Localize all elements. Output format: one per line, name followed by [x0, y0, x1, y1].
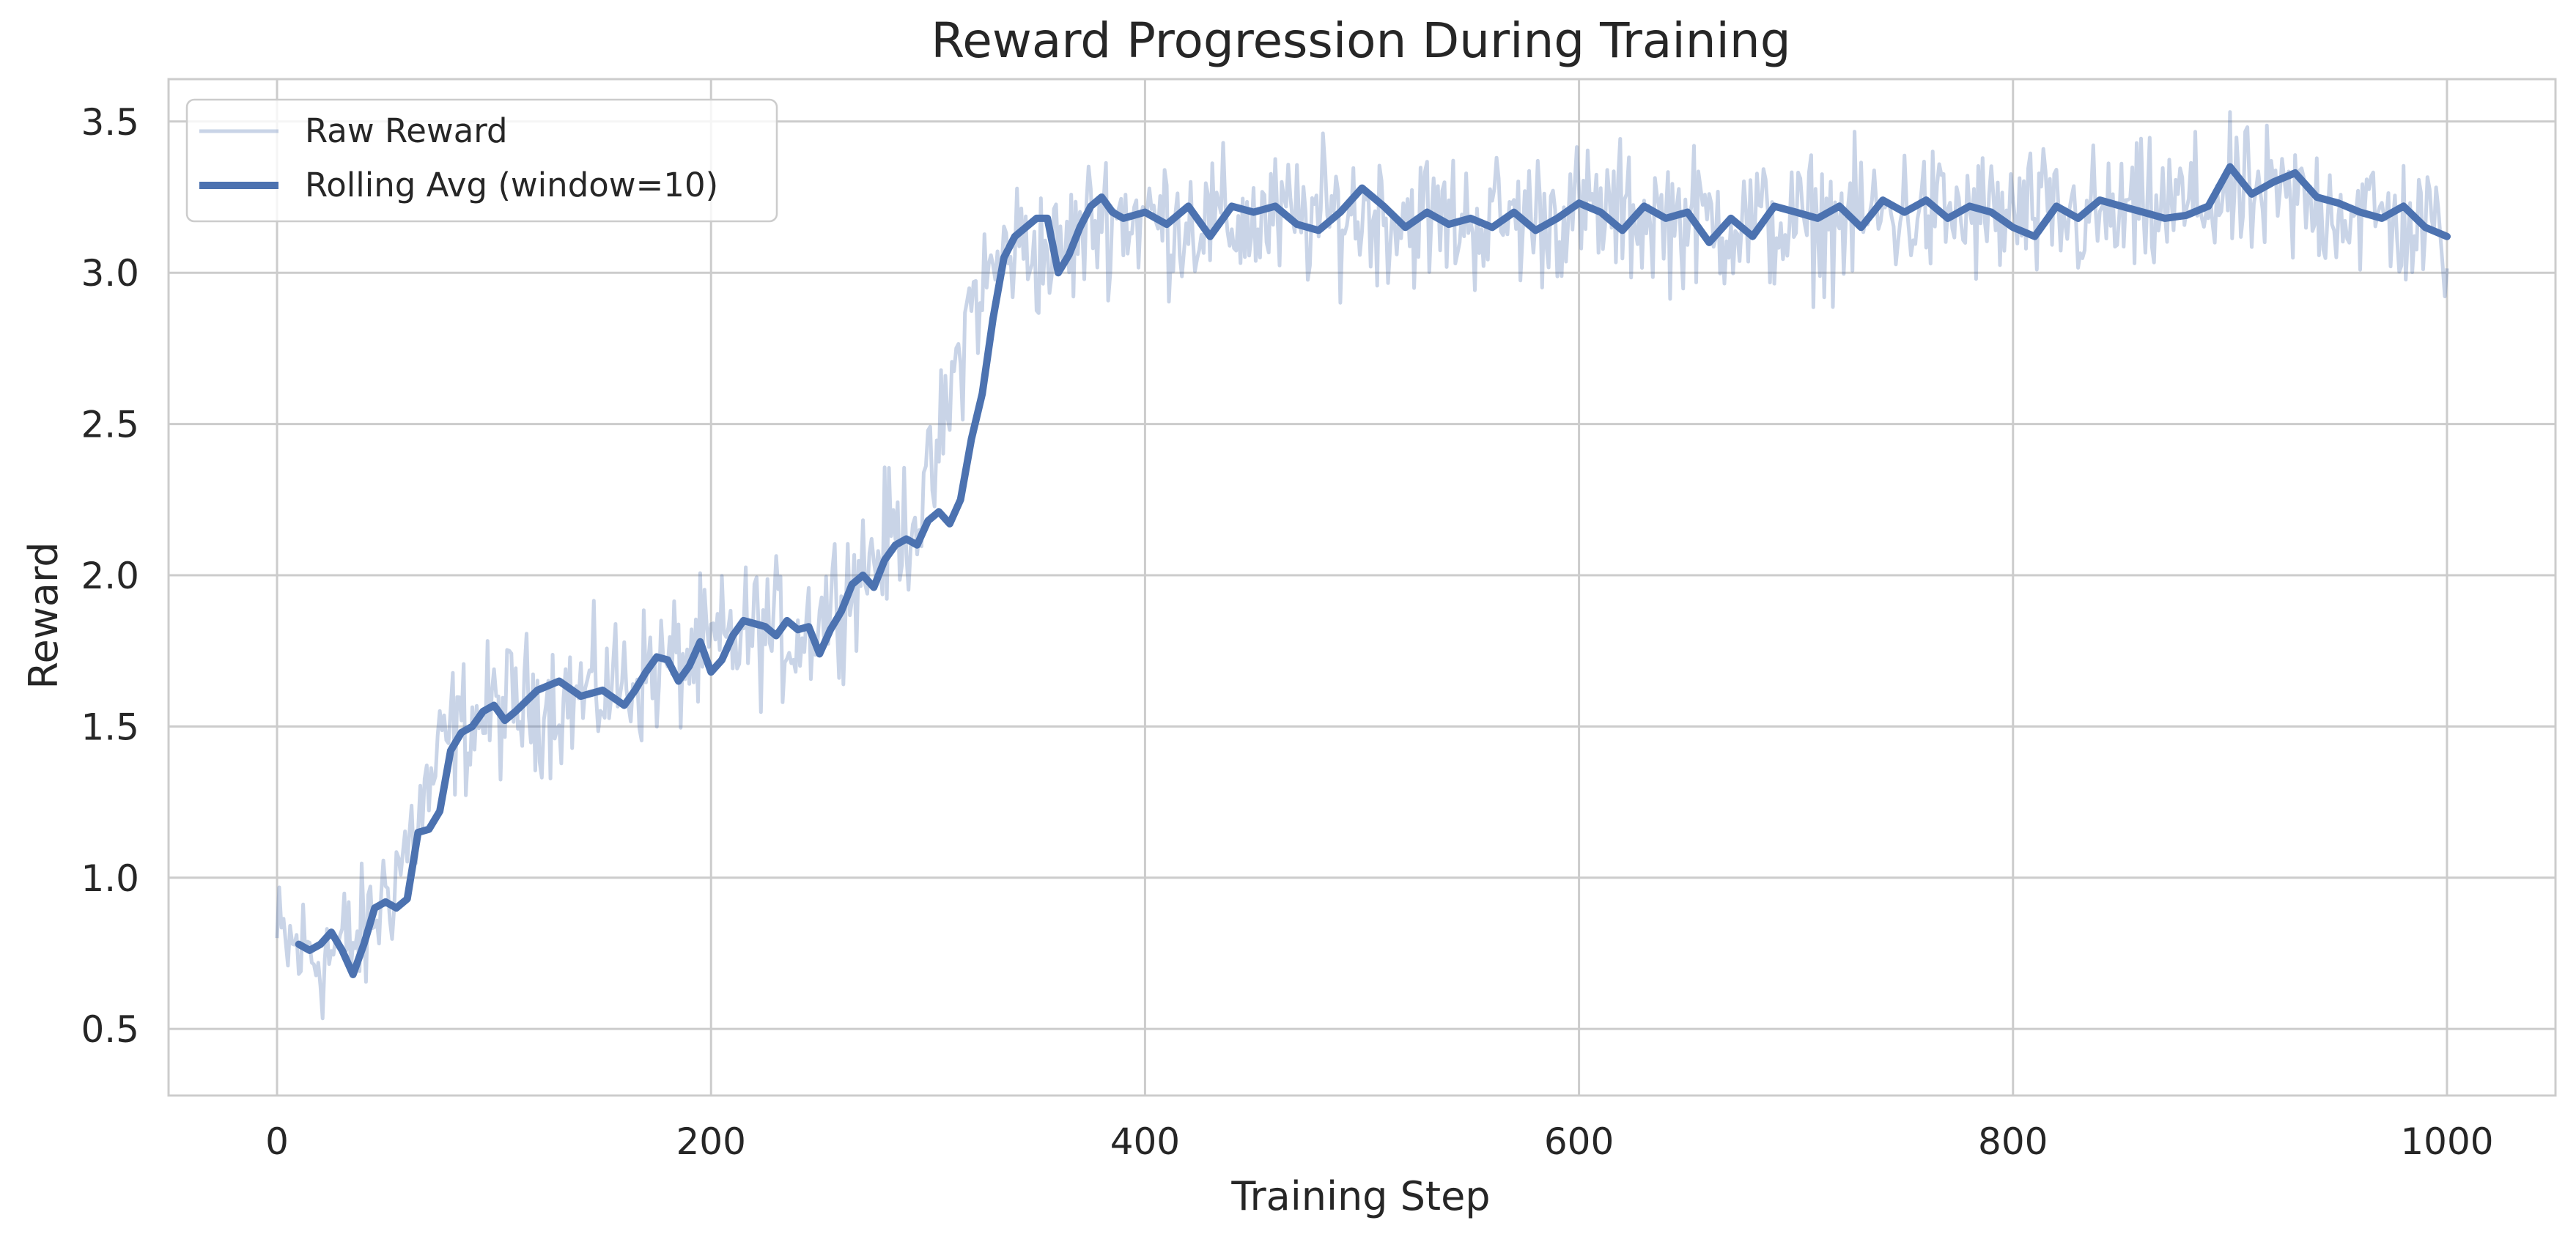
raw-reward-series — [275, 110, 2449, 1021]
x-tick-label: 0 — [265, 1120, 289, 1163]
y-tick-label: 2.5 — [81, 404, 139, 446]
x-tick-label: 400 — [1110, 1120, 1180, 1163]
x-tick-labels: 0 200 400 600 800 1000 — [265, 1120, 2493, 1163]
legend-box — [185, 98, 778, 223]
rolling-avg-series — [295, 163, 2451, 978]
x-tick-label: 1000 — [2400, 1120, 2493, 1163]
y-tick-label: 1.5 — [81, 706, 139, 748]
x-tick-label: 200 — [676, 1120, 746, 1163]
y-tick-label: 1.0 — [81, 857, 139, 900]
y-tick-labels: 0.5 1.0 1.5 2.0 2.5 3.0 3.5 — [81, 101, 139, 1051]
legend-label-raw-reward: Raw Reward — [305, 111, 508, 150]
y-axis-label: Reward — [21, 542, 67, 689]
chart-title: Reward Progression During Training — [931, 12, 1790, 69]
axes-frame — [167, 78, 2557, 1097]
x-tick-label: 600 — [1544, 1120, 1614, 1163]
y-tick-label: 2.0 — [81, 555, 139, 597]
grid-lines — [169, 79, 2555, 1096]
legend: Raw Reward Rolling Avg (window=10) — [185, 98, 778, 223]
y-tick-label: 3.5 — [81, 101, 139, 144]
legend-label-rolling-avg: Rolling Avg (window=10) — [305, 166, 718, 204]
y-tick-label: 0.5 — [81, 1008, 139, 1051]
x-axis-label: Training Step — [1230, 1173, 1490, 1219]
rolling-avg-line — [295, 163, 2451, 978]
x-tick-label: 800 — [1978, 1120, 2048, 1163]
raw-reward-line — [275, 110, 2449, 1021]
y-tick-label: 3.0 — [81, 252, 139, 295]
